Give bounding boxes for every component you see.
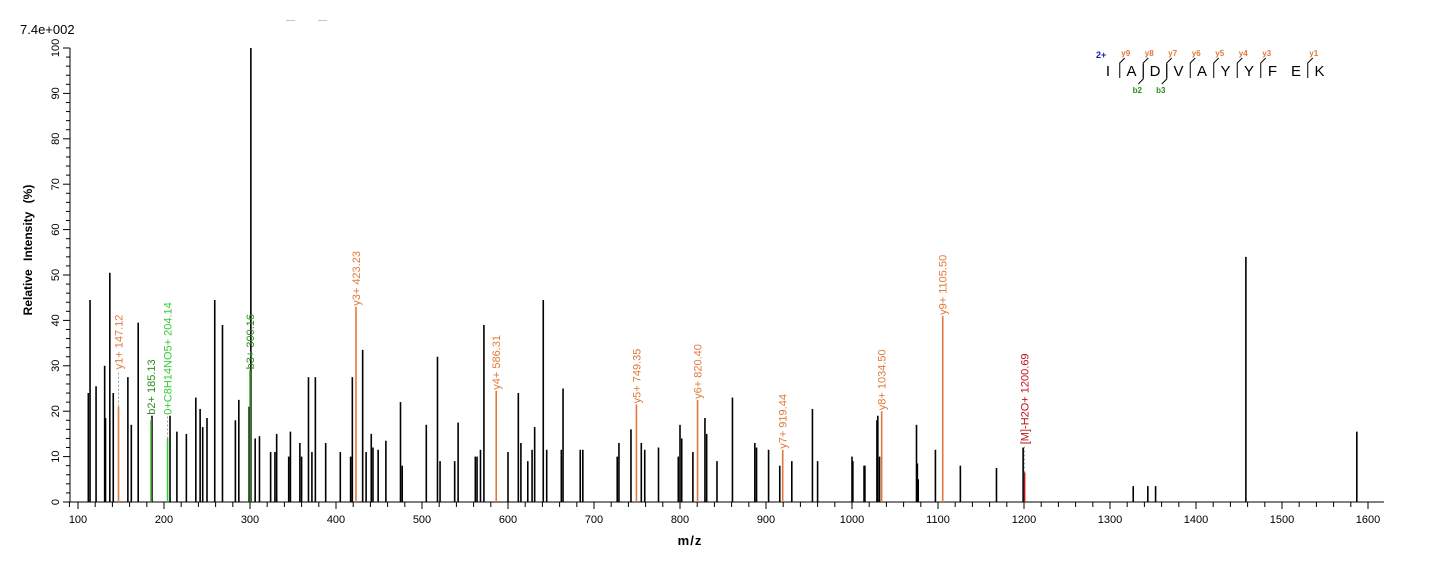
annotated-peak-y: y3+ 423.23 xyxy=(351,251,363,502)
y-axis: 0 10 20 30 40 50 60 70 80 90 100 xyxy=(50,39,71,505)
dash-mark xyxy=(318,20,327,21)
annotation-label: 0+C8H14NO5+ 204.14 xyxy=(163,302,175,415)
y-ion-label: y6 xyxy=(1192,49,1201,58)
y-ion-label: y9 xyxy=(1121,49,1130,58)
annotated-peak-precursor: [M]-H2O+ 1200.69 xyxy=(1020,353,1032,502)
x-tick-label: 300 xyxy=(241,514,259,526)
annotation-label: b2+ 185.13 xyxy=(146,359,158,414)
residue: A xyxy=(1197,63,1207,80)
annotation-label: y7+ 919.44 xyxy=(778,394,790,449)
y-ion-label: y5 xyxy=(1215,49,1224,58)
y-ion-cleavage-mark xyxy=(1236,57,1243,78)
annotated-peak-y: y7+ 919.44 xyxy=(778,394,790,502)
x-tick-label: 700 xyxy=(585,514,603,526)
x-tick-label: 1100 xyxy=(926,514,950,526)
annotated-peak-y: y4+ 586.31 xyxy=(491,335,503,502)
x-tick-label: 900 xyxy=(757,514,775,526)
residue: E xyxy=(1291,63,1301,80)
b-ion-label: b3 xyxy=(1156,86,1166,95)
annotation-label: y5+ 749.35 xyxy=(631,349,643,404)
annotation-label: y1+ 147.12 xyxy=(114,315,126,370)
annotation-label: b3+ 300.16 xyxy=(245,314,257,369)
y-tick-label: 40 xyxy=(50,314,62,326)
annotation-label: y6+ 820.40 xyxy=(693,344,705,399)
x-tick-label: 1500 xyxy=(1270,514,1294,526)
b-ion-label: b2 xyxy=(1133,86,1143,95)
y-ion-label: y7 xyxy=(1168,49,1177,58)
annotated-peak-y: y8+ 1034.50 xyxy=(877,349,889,502)
x-axis-label: m/z xyxy=(677,533,703,548)
y-ion-cleavage-mark xyxy=(1307,57,1314,78)
x-tick-label: 1200 xyxy=(1012,514,1036,526)
x-tick-label: 600 xyxy=(499,514,517,526)
peak-bars xyxy=(87,48,1358,502)
residue: D xyxy=(1150,63,1161,80)
annotated-peak-b: b2+ 185.13 xyxy=(146,359,158,502)
y-ion-label: y1 xyxy=(1309,49,1318,58)
residue: V xyxy=(1173,63,1183,80)
b-ion-cleavage-mark xyxy=(1161,64,1168,85)
y-tick-label: 90 xyxy=(50,87,62,99)
y-ion-cleavage-mark xyxy=(1189,57,1196,78)
y-tick-label: 60 xyxy=(50,223,62,235)
x-tick-label: 800 xyxy=(671,514,689,526)
x-tick-label: 1400 xyxy=(1184,514,1208,526)
residue: I xyxy=(1106,63,1110,80)
y-tick-label: 50 xyxy=(50,269,62,281)
annotated-peak-b: b3+ 300.16 xyxy=(245,314,257,502)
x-tick-label: 100 xyxy=(69,514,87,526)
residue: A xyxy=(1126,63,1136,80)
x-tick-label: 1300 xyxy=(1098,514,1122,526)
y-tick-label: 30 xyxy=(50,360,62,372)
intensity-scale-label: 7.4e+002 xyxy=(20,22,75,37)
annotated-peak-y: y1+ 147.12 xyxy=(114,315,126,502)
annotation-label: y9+ 1105.50 xyxy=(938,255,950,315)
y-tick-label: 10 xyxy=(50,450,62,462)
y-ion-cleavage-mark xyxy=(1166,57,1173,78)
y-tick-label: 0 xyxy=(50,499,62,505)
residue: K xyxy=(1314,63,1324,80)
y-ion-cleavage-mark xyxy=(1142,57,1149,78)
annotation-label: y3+ 423.23 xyxy=(351,251,363,306)
x-tick-label: 1000 xyxy=(840,514,864,526)
annotated-peak-internal: 0+C8H14NO5+ 204.14 xyxy=(163,302,175,502)
y-ion-cleavage-mark xyxy=(1260,57,1267,78)
y-tick-label: 70 xyxy=(50,178,62,190)
annotation-label: [M]-H2O+ 1200.69 xyxy=(1020,353,1032,444)
x-tick-label: 1600 xyxy=(1356,514,1380,526)
y-ion-label: y8 xyxy=(1145,49,1154,58)
x-axis: 100 200 300 400 500 600 700 800 900 1000 1100 1200 1… xyxy=(69,501,1384,526)
annotation-label: y8+ 1034.50 xyxy=(877,349,889,410)
annotated-peak-y: y6+ 820.40 xyxy=(693,344,705,502)
y-tick-label: 100 xyxy=(50,39,62,57)
annotation-label: y4+ 586.31 xyxy=(491,335,503,390)
x-tick-label: 500 xyxy=(413,514,431,526)
annotated-peak-y: y9+ 1105.50 xyxy=(938,255,950,502)
y-tick-label: 80 xyxy=(50,133,62,145)
x-tick-label: 400 xyxy=(327,514,345,526)
y-tick-label: 20 xyxy=(50,405,62,417)
residue: F xyxy=(1268,63,1277,80)
residue: Y xyxy=(1244,63,1254,80)
b-ion-cleavage-mark xyxy=(1137,64,1144,85)
charge-state: 2+ xyxy=(1096,50,1106,60)
y-ion-label: y3 xyxy=(1262,49,1271,58)
annotated-peaks: y1+ 147.12 b2+ 185.13 0+C8H14NO5+ 204.14 b3… xyxy=(114,251,1032,502)
y-ion-label: y4 xyxy=(1239,49,1248,58)
residue: Y xyxy=(1220,63,1230,80)
dash-mark xyxy=(286,20,295,21)
y-ion-cleavage-mark xyxy=(1213,57,1220,78)
annotated-peak-y: y5+ 749.35 xyxy=(631,349,643,502)
x-tick-label: 200 xyxy=(155,514,173,526)
y-ion-cleavage-mark xyxy=(1119,57,1126,78)
